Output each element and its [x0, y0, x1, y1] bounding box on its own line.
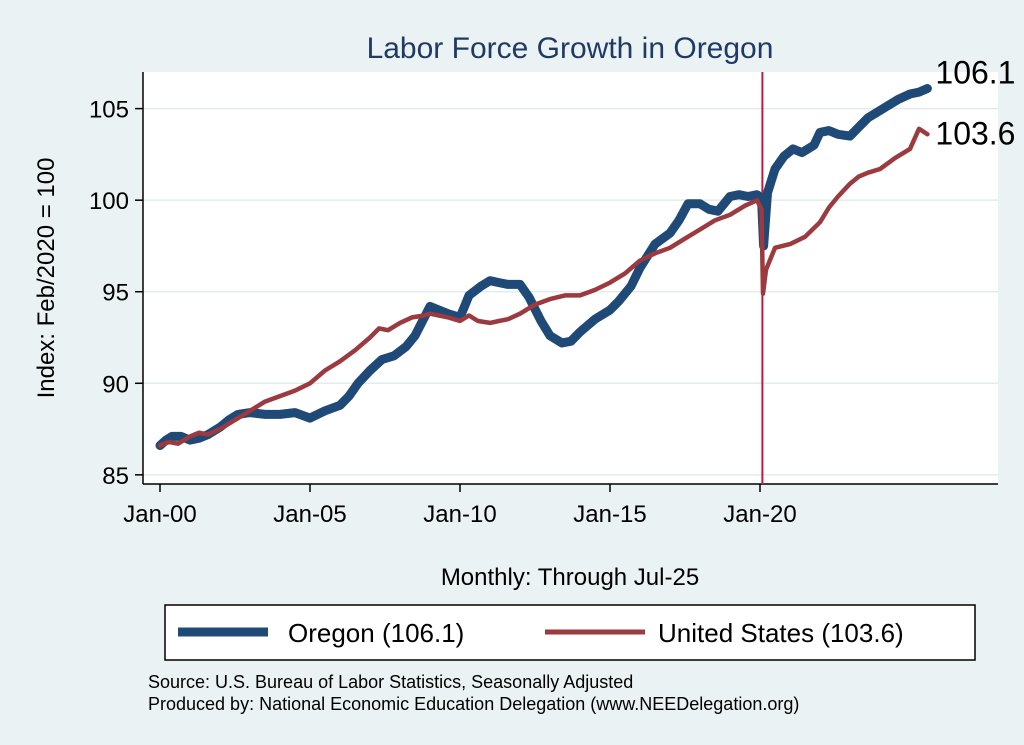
axes	[135, 72, 998, 492]
end-labels: 106.1 103.6	[935, 54, 1015, 151]
chart-title: Labor Force Growth in Oregon	[367, 32, 774, 65]
plot-area	[143, 72, 998, 484]
legend-label-us: United States (103.6)	[658, 618, 904, 648]
legend-label-oregon: Oregon (106.1)	[288, 618, 464, 648]
legend: Oregon (106.1) United States (103.6)	[164, 604, 976, 661]
x-axis-label: Monthly: Through Jul-25	[441, 564, 699, 591]
y-axis-label: Index: Feb/2020 = 100	[33, 158, 60, 399]
x-tick-label-Jan-05: Jan-05	[273, 501, 346, 528]
producer-note: Produced by: National Economic Education…	[148, 694, 799, 714]
x-tick-label-Jan-15: Jan-15	[573, 501, 646, 528]
y-tick-label-90: 90	[102, 371, 129, 398]
end-label-united-states: 103.6	[935, 115, 1015, 151]
series-line-united-states	[157, 126, 930, 448]
x-tick-label-Jan-20: Jan-20	[723, 501, 796, 528]
y-tick-label-105: 105	[89, 97, 129, 124]
y-tick-label-95: 95	[102, 280, 129, 307]
source-note: Source: U.S. Bureau of Labor Statistics,…	[148, 672, 633, 692]
gridlines	[143, 107, 998, 476]
y-tick-label-100: 100	[89, 188, 129, 215]
tick-labels: 85 90 95 100 105 Jan-00 Jan-05 Jan-10 Jan-15 Jan-…	[89, 97, 797, 528]
y-tick-label-85: 85	[102, 463, 129, 490]
x-tick-label-Jan-10: Jan-10	[423, 501, 496, 528]
x-tick-label-Jan-00: Jan-00	[123, 501, 196, 528]
series-line-oregon	[155, 84, 932, 450]
end-label-oregon: 106.1	[935, 54, 1015, 90]
series-lines	[155, 72, 932, 484]
